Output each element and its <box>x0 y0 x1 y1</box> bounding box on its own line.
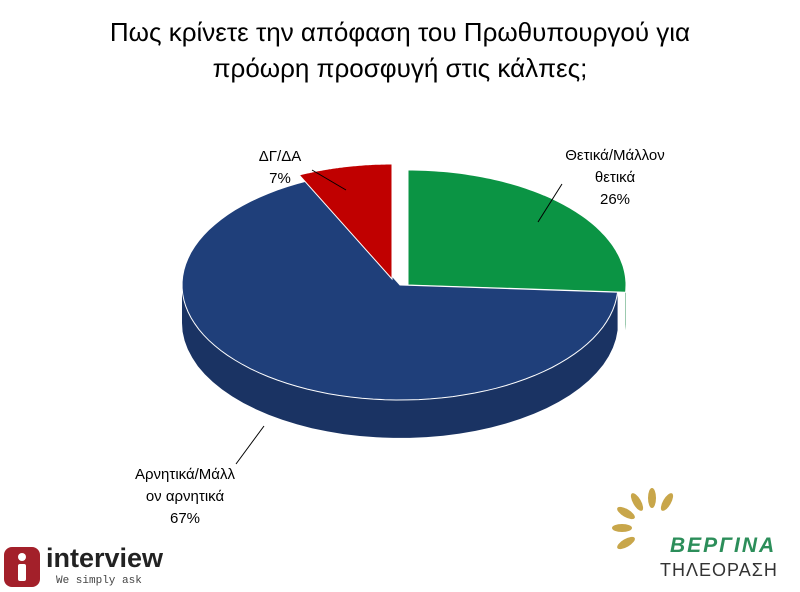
interview-logo-name: interview <box>46 543 164 573</box>
interview-logo-tagline: We simply ask <box>56 575 142 587</box>
slice-value-positive: 26% <box>599 191 631 208</box>
slice-label-positive-line-1: Θετικά/Μάλλον <box>565 147 665 164</box>
interview-logo: interview We simply ask <box>4 543 184 591</box>
chart-title-line-2: πρόωρη προσφυγή στις κάλπες; <box>212 53 588 83</box>
slice-negative-top <box>181 180 619 401</box>
slice-value-dk: 7% <box>269 170 291 187</box>
slice-value-negative: 67% <box>169 510 201 527</box>
sun-rays-icon <box>612 488 674 550</box>
vergina-logo-subtitle: ΤΗΛΕΟΡΑΣΗ <box>660 560 778 580</box>
slice-label-negative-line-2: ον αρνητικά <box>145 488 225 505</box>
slice-label-dk: ΔΓ/ΔΑ 7% <box>230 146 330 190</box>
slice-negative-side <box>182 285 618 438</box>
vergina-logo-name: ΒΕΡΓΙΝΑ <box>670 534 777 557</box>
chart-title: Πως κρίνετε την απόφαση του Πρωθυπουργού… <box>0 14 800 86</box>
vergina-logo: ΒΕΡΓΙΝΑ ΤΗΛΕΟΡΑΣΗ <box>612 488 792 588</box>
leader-line-negative <box>235 425 265 465</box>
leader-line-dk <box>311 169 347 191</box>
slice-label-negative-line-1: Αρνητικά/Μάλλ <box>135 466 235 483</box>
info-icon <box>4 547 40 587</box>
slice-positive-top <box>407 169 627 293</box>
chart-title-line-1: Πως κρίνετε την απόφαση του Πρωθυπουργού… <box>109 17 691 47</box>
slice-label-positive-line-2: θετικά <box>594 169 636 186</box>
leader-line-positive <box>537 183 563 223</box>
slice-label-dk-line-1: ΔΓ/ΔΑ <box>258 148 302 165</box>
slice-label-positive: Θετικά/Μάλλον θετικά 26% <box>540 145 690 211</box>
slice-label-negative: Αρνητικά/Μάλλ ον αρνητικά 67% <box>110 464 260 530</box>
slice-dk-top <box>298 163 393 281</box>
